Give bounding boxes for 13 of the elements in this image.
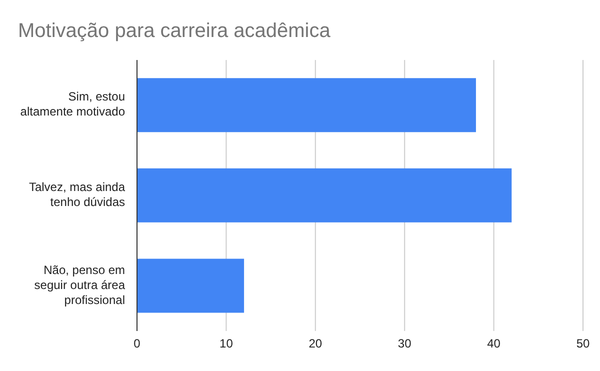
x-tick-label: 20 bbox=[308, 336, 322, 351]
x-tick-label: 10 bbox=[220, 336, 234, 351]
y-tick-label: Sim, estou altamente motivado bbox=[20, 90, 126, 119]
x-tick-label: 30 bbox=[398, 336, 412, 351]
y-tick-label: Não, penso em seguir outra área profissional bbox=[34, 263, 126, 308]
bar bbox=[137, 78, 476, 132]
x-tick-label: 0 bbox=[134, 336, 141, 351]
chart-title: Motivação para carreira acadêmica bbox=[18, 20, 330, 43]
bar bbox=[137, 168, 512, 222]
y-tick-label: Talvez, mas ainda tenho dúvidas bbox=[28, 180, 126, 210]
x-tick-label: 40 bbox=[487, 336, 501, 351]
x-tick-label: 50 bbox=[576, 336, 590, 351]
bar bbox=[137, 258, 244, 313]
